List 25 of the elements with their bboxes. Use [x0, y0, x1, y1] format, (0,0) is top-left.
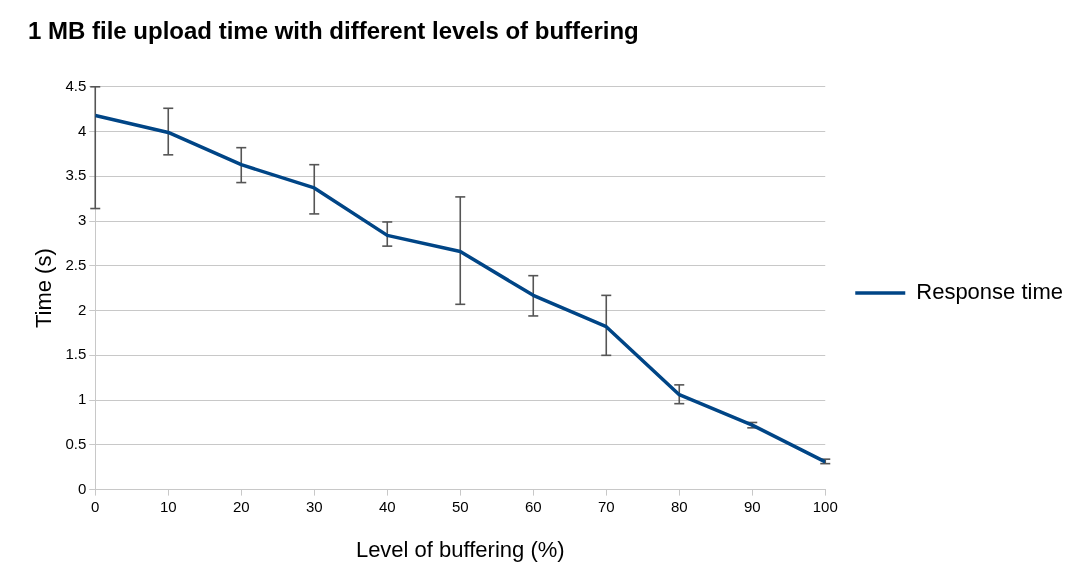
- y-tick-label: 2: [77, 300, 87, 318]
- x-tick-label: 20: [232, 497, 250, 515]
- x-tick-label: 10: [159, 497, 177, 515]
- chart-title: 1 MB file upload time with different levels of buffering: [28, 17, 639, 45]
- x-axis-title: Level of buffering (%): [355, 536, 565, 562]
- y-tick-label: 1: [77, 390, 87, 408]
- y-tick-label: 4: [77, 121, 87, 139]
- x-tick-label: 90: [743, 497, 761, 515]
- x-tick-label: 0: [91, 497, 100, 515]
- y-tick-label: 4.5: [65, 76, 87, 94]
- y-tick-label: 0: [77, 479, 87, 497]
- y-tick-label: 1.5: [65, 345, 87, 363]
- x-tick-label: 70: [597, 497, 615, 515]
- y-tick-label: 2.5: [65, 255, 87, 273]
- y-tick-label: 3.5: [65, 166, 87, 184]
- x-tick-label: 100: [812, 497, 838, 515]
- x-tick-label: 50: [451, 497, 469, 515]
- y-tick-label: 0.5: [65, 434, 87, 452]
- x-tick-label: 40: [378, 497, 396, 515]
- x-tick-label: 30: [305, 497, 323, 515]
- y-tick-label: 3: [77, 211, 87, 229]
- x-tick-label: 60: [524, 497, 542, 515]
- y-axis-title: Time (s): [31, 248, 57, 329]
- x-tick-label: 80: [670, 497, 688, 515]
- legend-label: Response time: [916, 279, 1064, 305]
